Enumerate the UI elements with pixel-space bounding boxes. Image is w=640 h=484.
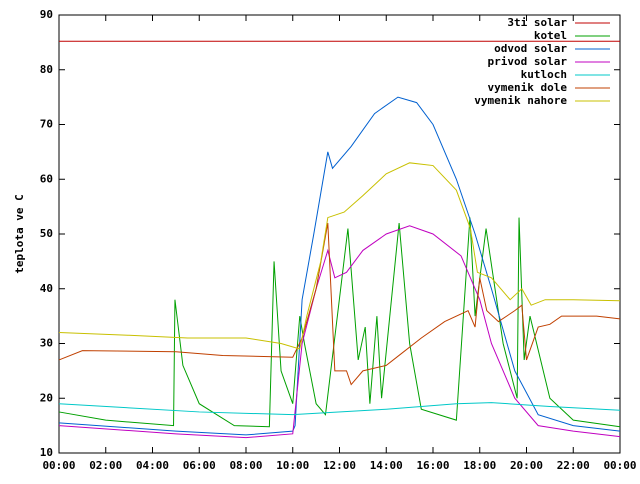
legend-label: vymenik dole [488, 81, 568, 94]
series-line [58, 225, 621, 439]
x-tick-label: 04:00 [136, 459, 169, 472]
y-tick-label: 50 [40, 227, 53, 240]
y-tick-label: 90 [40, 8, 53, 21]
x-tick-label: 20:00 [510, 459, 543, 472]
x-tick-label: 08:00 [229, 459, 262, 472]
y-tick-label: 60 [40, 172, 53, 185]
x-tick-label: 18:00 [463, 459, 496, 472]
x-tick-label: 16:00 [416, 459, 449, 472]
y-tick-label: 40 [40, 282, 53, 295]
legend-label: kotel [534, 29, 567, 42]
series-line [58, 402, 621, 416]
x-tick-label: 00:00 [603, 459, 636, 472]
y-tick-label: 10 [40, 446, 53, 459]
series-line [58, 96, 621, 436]
legend-label: vymenik nahore [474, 94, 567, 107]
series-line [58, 217, 621, 428]
plot-border [58, 14, 621, 454]
legend-label: privod solar [488, 55, 568, 68]
x-tick-label: 14:00 [370, 459, 403, 472]
series-line [58, 162, 621, 350]
legend-label: kutloch [521, 68, 567, 81]
y-tick-label: 80 [40, 63, 53, 76]
legend-label: 3ti solar [507, 16, 567, 29]
y-tick-label: 20 [40, 391, 53, 404]
y-axis-label: teplota ve C [13, 194, 26, 273]
x-tick-label: 12:00 [323, 459, 356, 472]
x-tick-label: 10:00 [276, 459, 309, 472]
x-tick-label: 00:00 [42, 459, 75, 472]
x-tick-label: 02:00 [89, 459, 122, 472]
series-line [58, 222, 621, 386]
x-tick-label: 22:00 [557, 459, 590, 472]
x-tick-label: 06:00 [183, 459, 216, 472]
y-tick-label: 30 [40, 337, 53, 350]
legend-label: odvod solar [494, 42, 567, 55]
y-tick-label: 70 [40, 118, 53, 131]
